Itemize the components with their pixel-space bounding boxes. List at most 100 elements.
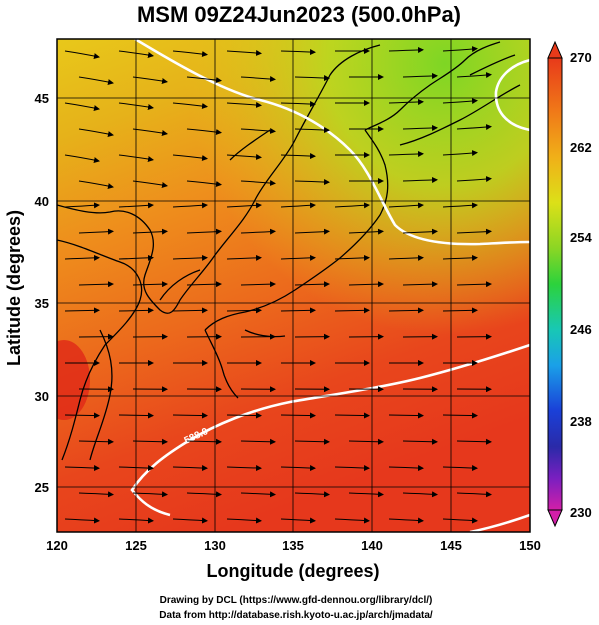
streamline <box>348 491 384 498</box>
streamline <box>294 281 330 288</box>
streamline <box>388 412 424 419</box>
y-tick-label: 45 <box>35 91 49 106</box>
streamline <box>172 412 208 419</box>
colorbar-max-arrow <box>547 40 563 59</box>
streamline <box>442 517 478 524</box>
streamline <box>280 254 316 261</box>
x-tick-label: 145 <box>440 538 462 553</box>
map-area: 588.0 <box>57 39 530 532</box>
streamline <box>64 465 100 472</box>
streamline <box>442 46 478 52</box>
streamline <box>64 254 100 261</box>
streamline <box>280 517 316 524</box>
x-tick-label: 135 <box>282 538 304 553</box>
streamline <box>334 254 370 261</box>
x-axis: 120 125 130 135 140 145 150 <box>46 538 541 553</box>
streamline <box>172 102 208 109</box>
streamline <box>186 228 222 235</box>
streamline <box>118 202 154 209</box>
streamline <box>294 438 330 445</box>
x-tick-label: 150 <box>519 538 541 553</box>
streamline <box>402 438 438 445</box>
x-tick-label: 140 <box>361 538 383 553</box>
y-tick-label: 30 <box>35 389 49 404</box>
streamline <box>294 127 330 133</box>
streamline <box>172 202 208 209</box>
streamline <box>64 102 100 111</box>
y-axis-label: Latitude (degrees) <box>4 210 24 366</box>
colorbar-tick: 246 <box>570 322 592 337</box>
gridlines <box>57 39 530 532</box>
streamline <box>226 50 262 56</box>
streamline <box>118 254 154 261</box>
streamline <box>334 412 370 419</box>
streamline <box>388 99 424 105</box>
credit-data: Data from http://database.rish.kyoto-u.a… <box>159 610 433 621</box>
streamline <box>64 154 100 163</box>
colorbar-tick: 270 <box>570 50 592 65</box>
credit-drawing: Drawing by DCL (https://www.gfd-dennou.o… <box>160 595 433 606</box>
streamline <box>280 101 316 107</box>
streamline <box>186 180 222 187</box>
streamline <box>118 154 154 162</box>
streamline <box>172 517 208 524</box>
streamline <box>172 154 208 161</box>
streamline <box>334 517 370 524</box>
streamline <box>402 125 438 131</box>
streamline <box>186 281 222 288</box>
streamline <box>294 491 330 498</box>
streamline <box>442 98 478 104</box>
colorbar-tick: 262 <box>570 140 592 155</box>
streamline <box>226 154 262 160</box>
streamline <box>294 179 330 185</box>
streamline <box>118 465 154 472</box>
streamline <box>240 491 276 498</box>
streamline <box>388 47 424 53</box>
streamline <box>186 438 222 445</box>
colorbar-tick: 230 <box>570 505 592 520</box>
streamline <box>348 281 384 288</box>
chart-title: MSM 09Z24Jun2023 (500.0hPa) <box>137 2 461 27</box>
streamline <box>226 202 262 209</box>
colorbar-min-arrow <box>547 509 563 528</box>
streamline <box>334 202 370 209</box>
streamline <box>280 49 316 55</box>
y-tick-label: 35 <box>35 296 49 311</box>
streamline <box>334 465 370 472</box>
streamline <box>456 281 492 288</box>
streamline <box>240 76 276 82</box>
x-tick-label: 120 <box>46 538 68 553</box>
map-frame <box>56 38 531 533</box>
streamline <box>78 128 114 137</box>
streamline <box>456 176 492 182</box>
streamline <box>456 124 492 130</box>
streamline <box>348 438 384 445</box>
streamline <box>456 491 492 498</box>
y-tick-label: 40 <box>35 194 49 209</box>
streamline <box>118 412 154 419</box>
streamline <box>172 465 208 472</box>
streamline <box>442 202 478 209</box>
streamline <box>226 517 262 524</box>
coastlines <box>57 41 521 461</box>
streamline <box>280 202 316 209</box>
streamline <box>186 76 222 83</box>
streamline <box>388 517 424 524</box>
streamline <box>442 150 478 156</box>
streamline <box>280 307 316 314</box>
streamline <box>118 50 154 58</box>
isolines <box>130 39 530 532</box>
streamline <box>280 465 316 472</box>
streamline <box>64 517 100 524</box>
colorbar-tick: 238 <box>570 414 592 429</box>
streamline <box>226 102 262 108</box>
streamline <box>240 281 276 288</box>
streamline <box>348 228 384 235</box>
streamline <box>172 307 208 314</box>
streamline <box>240 438 276 445</box>
streamline <box>456 72 492 78</box>
streamline <box>402 491 438 498</box>
streamline <box>226 465 262 472</box>
x-tick-label: 125 <box>125 538 147 553</box>
streamline <box>442 307 478 314</box>
